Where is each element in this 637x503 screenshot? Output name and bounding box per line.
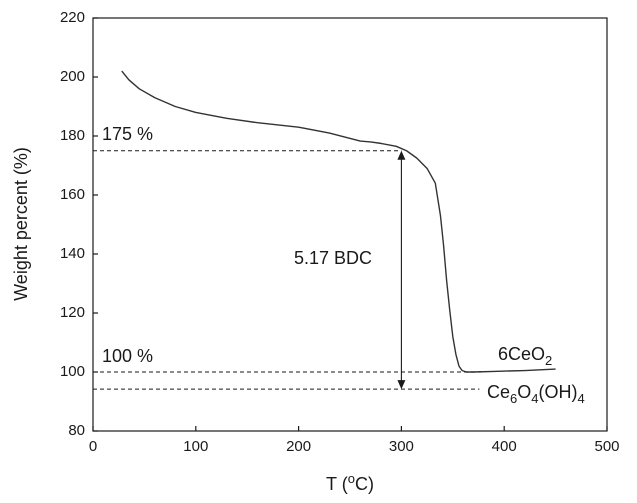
- series-layer: [121, 70, 556, 373]
- label-175: 175 %: [102, 124, 153, 144]
- plot-frame: [92, 17, 608, 432]
- y-tick-label: 160: [60, 186, 85, 203]
- span-arrow-head-top: [397, 150, 406, 160]
- x-axis-label-main: T (: [326, 474, 348, 494]
- x-tick-label: 200: [286, 438, 311, 455]
- series-line: [121, 70, 556, 373]
- label-6ceo2: 6CeO2: [498, 344, 552, 368]
- y-tick-label: 140: [60, 245, 85, 262]
- x-tick-label: 500: [594, 438, 619, 455]
- x-axis-ticks: 0 100 200 300 400 500: [89, 426, 620, 455]
- y-tick-label: 100: [60, 363, 85, 380]
- ce6-part-5: (OH): [539, 382, 578, 402]
- ce6-part-4: 4: [531, 391, 538, 406]
- y-tick-label: 120: [60, 304, 85, 321]
- x-axis-label: T (oC): [326, 471, 374, 494]
- y-tick-label: 200: [60, 68, 85, 85]
- x-tick-label: 400: [492, 438, 517, 455]
- y-tick-label: 80: [68, 422, 85, 439]
- x-tick-label: 100: [183, 438, 208, 455]
- ceo2-sub: 2: [545, 353, 552, 368]
- x-tick-label: 300: [389, 438, 414, 455]
- y-axis-ticks: 80 100 120 140 160 180 200 220: [60, 9, 98, 439]
- ce6-part-1: Ce: [487, 382, 510, 402]
- y-tick-label: 220: [60, 9, 85, 26]
- ce6-part-2: 6: [510, 391, 517, 406]
- annotation-layer: [93, 150, 482, 390]
- label-5-17-bdc: 5.17 BDC: [294, 248, 372, 268]
- y-axis-label: Weight percent (%): [11, 147, 31, 301]
- x-axis-label-sup: o: [348, 471, 355, 486]
- span-arrow-head-bottom: [397, 380, 406, 390]
- ce6-part-6: 4: [578, 391, 585, 406]
- label-ce6o4oh4: Ce6O4(OH)4: [487, 382, 585, 406]
- label-100: 100 %: [102, 346, 153, 366]
- ce6-part-3: O: [517, 382, 531, 402]
- y-tick-label: 180: [60, 127, 85, 144]
- ceo2-main: 6CeO: [498, 344, 545, 364]
- x-axis-label-tail: C): [355, 474, 374, 494]
- x-tick-label: 0: [89, 438, 97, 455]
